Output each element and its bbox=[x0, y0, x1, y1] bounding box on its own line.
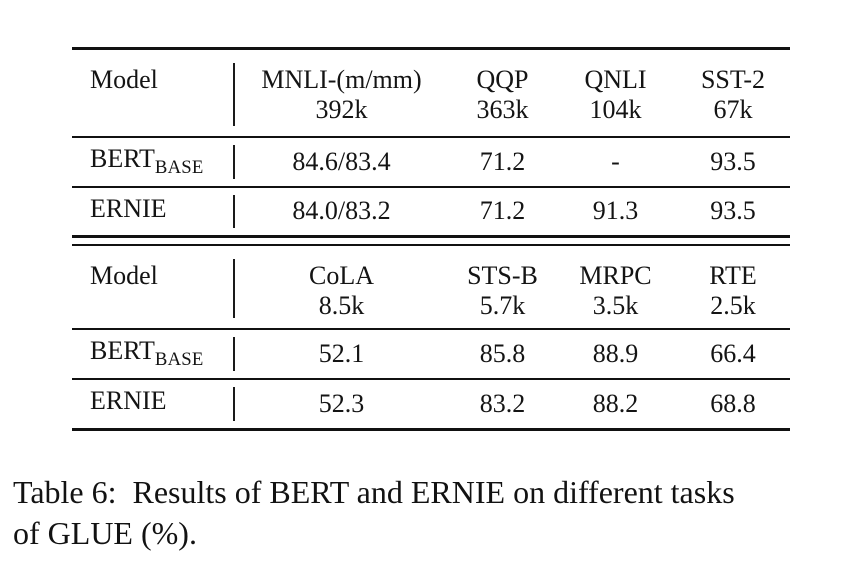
column-header-rte: RTE 2.5k bbox=[709, 261, 757, 320]
column-header-mrpc: MRPC 3.5k bbox=[579, 261, 652, 320]
column-header-model: Model bbox=[90, 261, 158, 290]
table-glue-part-2: Model CoLA 8.5k STS-B 5.7k MRPC 3.5k RTE… bbox=[72, 244, 790, 431]
value-cell: 84.0/83.2 bbox=[233, 187, 450, 237]
model-name-cell: ERNIE bbox=[90, 386, 167, 416]
value-cell: 71.2 bbox=[479, 196, 526, 226]
model-name-cell: BERTBASE bbox=[90, 336, 204, 371]
value-cell: 52.1 bbox=[233, 329, 450, 379]
glue-results-tables: Model MNLI-(m/mm) 392k QQP 363k QNLI 104… bbox=[72, 47, 790, 431]
value-cell: 68.8 bbox=[710, 388, 756, 418]
column-header-model: Model bbox=[90, 65, 158, 94]
value-cell: 93.5 bbox=[710, 196, 756, 226]
value-cell: 71.2 bbox=[479, 146, 526, 176]
column-header-stsb: STS-B 5.7k bbox=[467, 261, 538, 320]
column-header-cola: CoLA 8.5k bbox=[233, 245, 450, 329]
column-header-qnli: QNLI 104k bbox=[584, 65, 647, 124]
value-cell: 91.3 bbox=[592, 196, 639, 226]
value-cell: 88.9 bbox=[592, 339, 639, 368]
model-name-cell: ERNIE bbox=[90, 193, 167, 223]
column-header-sst2: SST-2 67k bbox=[700, 65, 766, 124]
table-row-bert: BERTBASE 52.1 85.8 88.9 66.4 bbox=[72, 329, 790, 379]
column-header-qqp: QQP 363k bbox=[476, 65, 529, 124]
value-cell: - bbox=[611, 146, 620, 176]
column-header-mnli: MNLI-(m/mm) 392k bbox=[233, 49, 450, 137]
value-cell: 83.2 bbox=[479, 388, 526, 418]
table-row-ernie: ERNIE 52.3 83.2 88.2 68.8 bbox=[72, 379, 790, 429]
model-name-cell: BERTBASE bbox=[90, 143, 204, 179]
header-row: Model MNLI-(m/mm) 392k QQP 363k QNLI 104… bbox=[72, 49, 790, 137]
table-glue-part-1: Model MNLI-(m/mm) 392k QQP 363k QNLI 104… bbox=[72, 47, 790, 238]
table-row-ernie: ERNIE 84.0/83.2 71.2 91.3 93.5 bbox=[72, 187, 790, 237]
table-caption: Table 6: Results of BERT and ERNIE on di… bbox=[13, 474, 735, 551]
value-cell: 93.5 bbox=[710, 146, 756, 176]
header-row: Model CoLA 8.5k STS-B 5.7k MRPC 3.5k RTE… bbox=[72, 245, 790, 329]
value-cell: 85.8 bbox=[479, 339, 526, 368]
model-subscript: BASE bbox=[154, 157, 204, 179]
value-cell: 52.3 bbox=[233, 379, 450, 429]
table-row-bert: BERTBASE 84.6/83.4 71.2 - 93.5 bbox=[72, 137, 790, 187]
value-cell: 88.2 bbox=[592, 388, 639, 418]
value-cell: 84.6/83.4 bbox=[233, 137, 450, 187]
value-cell: 66.4 bbox=[710, 339, 756, 368]
model-subscript: BASE bbox=[154, 349, 204, 371]
